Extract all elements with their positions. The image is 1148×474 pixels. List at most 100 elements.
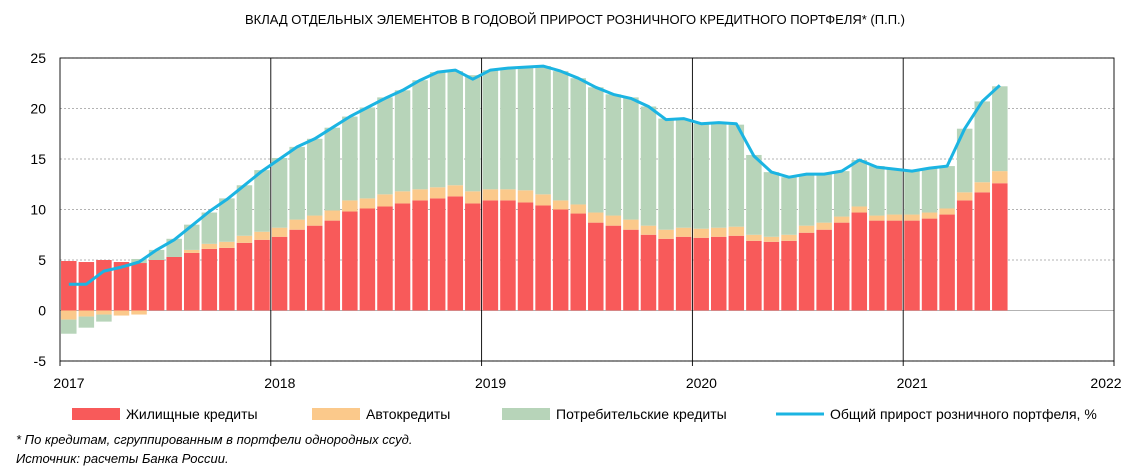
- bar-segment: [588, 222, 604, 311]
- bar-segment: [833, 171, 850, 217]
- bar-segment: [588, 212, 604, 223]
- bar-segment: [675, 236, 692, 311]
- bar-segment: [552, 209, 569, 311]
- bar-segment: [201, 248, 218, 311]
- bar-segment: [78, 316, 95, 328]
- bar-segment: [781, 234, 797, 241]
- bar-segment: [412, 200, 428, 311]
- y-tick-label: 10: [30, 202, 46, 218]
- legend-label: Жилищные кредиты: [126, 406, 258, 422]
- bar-segment: [500, 200, 516, 311]
- bar-segment: [904, 220, 920, 311]
- bar-segment: [974, 182, 990, 193]
- bar-segment: [535, 205, 551, 311]
- bar-segment: [465, 191, 481, 204]
- bar-segment: [359, 208, 376, 311]
- legend-swatch: [502, 408, 550, 420]
- bar-segment: [500, 189, 516, 201]
- bar-segment: [517, 202, 534, 311]
- bar-segment: [359, 107, 376, 199]
- chart-legend: Жилищные кредиты Автокредиты Потребительск…: [72, 406, 1097, 422]
- legend-swatch: [312, 408, 360, 420]
- bar-segment: [96, 310, 112, 315]
- y-tick-label: -5: [34, 353, 47, 369]
- bar-segment: [640, 106, 657, 226]
- bar-segment: [447, 185, 463, 197]
- bar-segment: [271, 227, 288, 237]
- bar-segment: [904, 214, 920, 221]
- bar-segment: [886, 220, 903, 311]
- bar-segment: [394, 90, 411, 192]
- bar-segment: [377, 194, 393, 207]
- bar-segment: [851, 206, 868, 213]
- x-tick-label: 2020: [686, 375, 717, 391]
- bar-segment: [798, 174, 815, 226]
- bar-segment: [289, 146, 305, 220]
- y-tick-label: 0: [38, 303, 46, 319]
- bar-segment: [781, 240, 797, 311]
- bar-segment: [658, 238, 674, 311]
- bar-segment: [886, 169, 903, 215]
- bar-segment: [992, 86, 1008, 172]
- bar-segment: [763, 236, 780, 242]
- bar-segment: [131, 310, 147, 315]
- bar-segment: [552, 71, 569, 201]
- bar-segment: [61, 319, 77, 334]
- bar-segment: [693, 237, 709, 311]
- bar-segment: [869, 215, 885, 221]
- bar-segment: [517, 190, 534, 203]
- bar-segment: [921, 168, 938, 213]
- bar-segment: [763, 172, 780, 237]
- bar-segment: [447, 71, 463, 186]
- bar-segment: [324, 220, 341, 311]
- bar-segment: [219, 247, 235, 311]
- bar-segment: [851, 212, 868, 311]
- bar-segment: [412, 189, 428, 201]
- x-tick-label: 2022: [1090, 375, 1121, 391]
- bar-segment: [605, 94, 622, 216]
- bar-segment: [166, 256, 182, 311]
- y-tick-label: 20: [30, 101, 46, 117]
- bar-segment: [570, 204, 586, 214]
- bar-segment: [96, 314, 112, 322]
- bar-segment: [254, 231, 270, 240]
- bar-segment: [342, 116, 358, 201]
- x-tick-label: 2017: [53, 375, 84, 391]
- bar-segment: [746, 154, 762, 235]
- bar-segment: [711, 236, 727, 311]
- bar-segment: [956, 128, 973, 193]
- bar-segment: [61, 310, 77, 320]
- bar-segment: [588, 87, 604, 213]
- bar-segment: [693, 228, 709, 238]
- plot-frame: [59, 57, 1115, 362]
- bar-segment: [939, 214, 955, 311]
- bar-segment: [869, 220, 885, 311]
- bar-segment: [833, 222, 850, 311]
- legend-label: Автокредиты: [366, 406, 450, 422]
- bar-segment: [552, 200, 569, 210]
- bar-segment: [306, 225, 323, 311]
- bar-segment: [570, 78, 586, 205]
- bar-segment: [605, 225, 622, 311]
- bar-segment: [939, 208, 955, 215]
- chart-bars: [61, 66, 1008, 334]
- bar-segment: [429, 72, 446, 188]
- bar-segment: [324, 127, 341, 211]
- bar-segment: [394, 203, 411, 311]
- bar-segment: [500, 69, 516, 190]
- bar-segment: [535, 66, 551, 195]
- bar-segment: [974, 101, 990, 183]
- bar-segment: [324, 210, 341, 221]
- source-note: Источник: расчеты Банка России.: [16, 451, 229, 466]
- bar-segment: [254, 239, 270, 311]
- bar-segment: [675, 119, 692, 228]
- bar-segment: [746, 240, 762, 311]
- bar-segment: [482, 70, 499, 190]
- bar-segment: [219, 241, 235, 248]
- bar-segment: [992, 171, 1008, 184]
- bar-segment: [939, 166, 955, 209]
- bar-segment: [148, 249, 165, 260]
- bar-segment: [623, 219, 639, 230]
- bar-segment: [728, 235, 745, 311]
